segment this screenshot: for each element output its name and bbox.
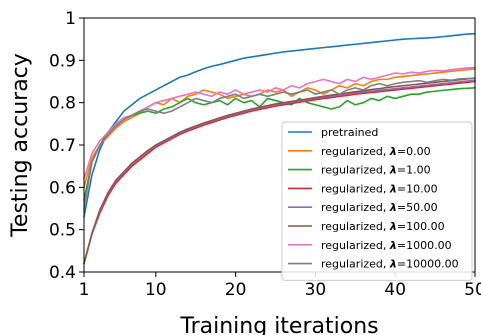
x-tick-label: 50 bbox=[464, 280, 481, 300]
y-tick-label: 0.6 bbox=[49, 178, 76, 198]
legend-entry-0: pretrained bbox=[321, 126, 378, 139]
y-tick-label: 0.7 bbox=[49, 136, 76, 156]
legend-entry-5: regularized, λ=100.00 bbox=[321, 220, 445, 233]
x-tick-label: 40 bbox=[384, 280, 406, 300]
legend-entry-2: regularized, λ=1.00 bbox=[321, 164, 431, 177]
y-axis-label: Testing accuracy bbox=[8, 53, 33, 238]
series-line-5 bbox=[83, 77, 476, 265]
legend-box bbox=[281, 121, 473, 281]
legend-entry-4: regularized, λ=50.00 bbox=[321, 201, 438, 214]
legend-entry-1: regularized, λ=0.00 bbox=[321, 145, 431, 158]
series-layer bbox=[83, 32, 476, 265]
legend-entry-3: regularized, λ=10.00 bbox=[321, 182, 438, 195]
y-tick-label: 0.9 bbox=[49, 51, 76, 71]
series-line-0 bbox=[83, 32, 476, 218]
series-line-2 bbox=[83, 87, 476, 201]
x-axis-label: Training iterations bbox=[179, 314, 378, 335]
legend-entry-7: regularized, λ=10000.00 bbox=[321, 258, 459, 271]
x-tick-label: 10 bbox=[145, 280, 167, 300]
x-tick-label: 1 bbox=[79, 280, 90, 300]
series-line-6 bbox=[83, 66, 476, 180]
x-tick-label: 30 bbox=[305, 280, 327, 300]
y-tick-label: 1 bbox=[65, 9, 76, 29]
series-line-7 bbox=[83, 77, 476, 210]
legend-entry-6: regularized, λ=1000.00 bbox=[321, 239, 452, 252]
series-line-3 bbox=[83, 80, 476, 265]
y-tick-label: 0.4 bbox=[49, 263, 76, 283]
y-tick-label: 0.8 bbox=[49, 94, 76, 114]
y-tick-label: 0.5 bbox=[49, 221, 76, 241]
x-tick-label: 20 bbox=[225, 280, 247, 300]
axes-layer: 1 10 20 30 40 50 0.4 0.5 0.6 0.7 0.8 0.9 1 Training i… bbox=[8, 9, 481, 335]
legend: pretrained regularized, λ=0.00 regularized… bbox=[281, 121, 473, 281]
